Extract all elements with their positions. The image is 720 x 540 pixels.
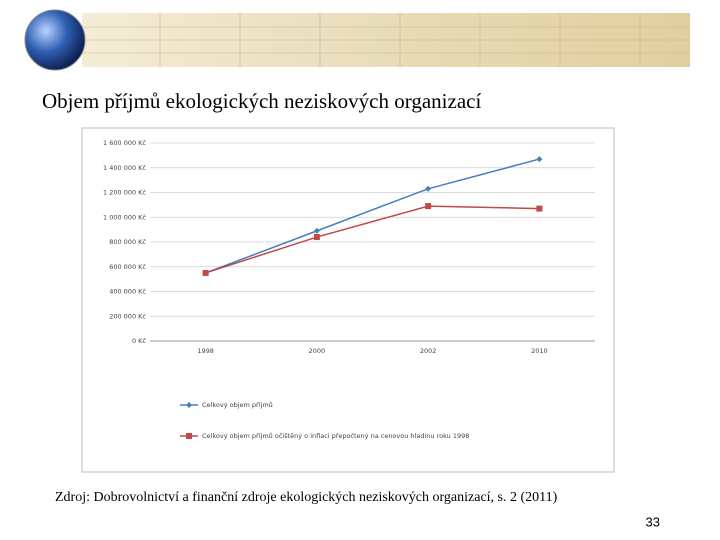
series-line xyxy=(205,158,540,274)
y-tick-label: 1 000 000 Kč xyxy=(103,213,146,221)
point xyxy=(536,205,543,212)
series-line xyxy=(205,205,540,274)
point xyxy=(536,156,543,163)
y-tick-label: 1 400 000 Kč xyxy=(103,164,146,172)
map-grid xyxy=(82,13,690,67)
page-number: 33 xyxy=(646,514,660,529)
point xyxy=(425,185,432,192)
point xyxy=(425,203,432,210)
y-tick-label: 0 Kč xyxy=(132,337,146,345)
x-tick-label: 2010 xyxy=(531,347,548,355)
y-tick-label: 1 200 000 Kč xyxy=(103,189,146,197)
y-tick-label: 600 000 Kč xyxy=(109,263,146,271)
chart-frame xyxy=(81,127,615,473)
y-tick-label: 400 000 Kč xyxy=(109,288,146,296)
point xyxy=(202,269,209,276)
legend-label: Celkový objem příjmů xyxy=(202,401,273,409)
slide-title: Objem příjmů ekologických neziskových or… xyxy=(42,89,481,113)
globe-icon xyxy=(24,9,86,71)
point xyxy=(313,227,320,234)
y-tick-label: 800 000 Kč xyxy=(109,238,146,246)
point xyxy=(186,433,192,439)
y-tick-label: 1 600 000 Kč xyxy=(103,139,146,147)
y-tick-label: 200 000 Kč xyxy=(109,312,146,320)
legend-label: Celkový objem příjmů očištěný o inflaci … xyxy=(202,432,469,440)
x-tick-label: 1998 xyxy=(197,347,214,355)
source: Zdroj: Dobrovolnictví a finanční zdroje … xyxy=(55,490,558,505)
point xyxy=(313,234,320,241)
x-tick-label: 2002 xyxy=(420,347,437,355)
x-tick-label: 2000 xyxy=(309,347,326,355)
point xyxy=(186,402,192,408)
